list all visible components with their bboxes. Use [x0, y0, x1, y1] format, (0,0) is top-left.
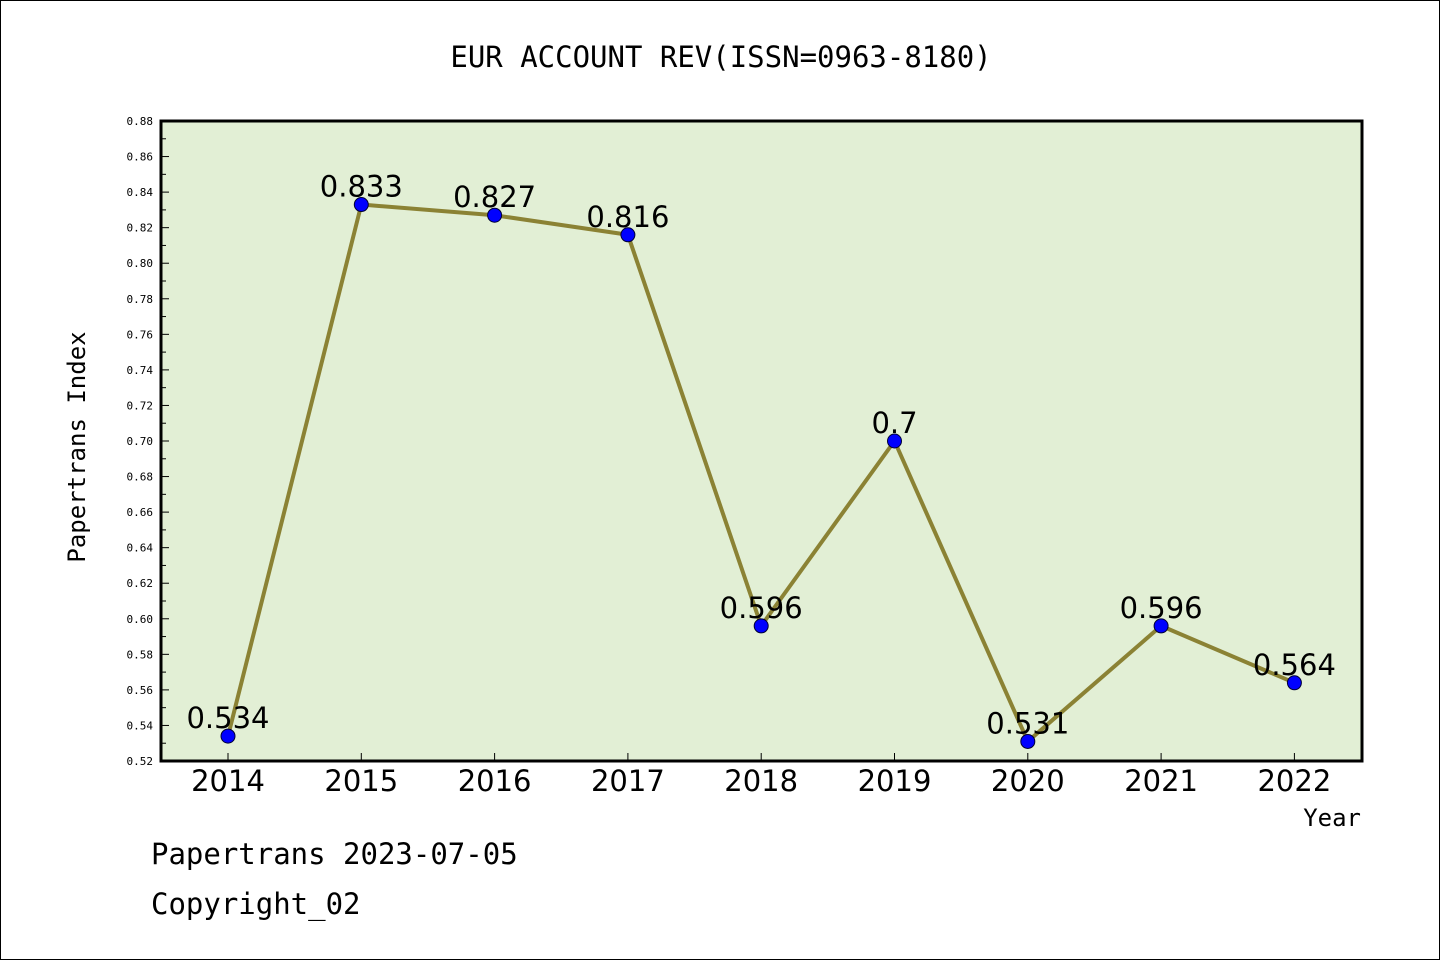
- y-tick-label: 0.84: [127, 186, 154, 199]
- y-tick-label: 0.72: [127, 399, 154, 412]
- data-label: 0.534: [186, 701, 269, 735]
- y-tick-label: 0.80: [127, 257, 154, 270]
- data-point: [887, 433, 902, 449]
- y-tick-label: 0.66: [127, 506, 154, 519]
- data-label: 0.596: [720, 591, 803, 625]
- data-label: 0.827: [453, 180, 536, 214]
- y-axis-title: Papertrans Index: [63, 331, 91, 562]
- data-label: 0.596: [1120, 591, 1203, 625]
- y-tick-label: 0.74: [127, 364, 154, 377]
- y-tick-label: 0.54: [127, 719, 154, 732]
- series-layer: [220, 197, 1302, 749]
- x-tick-label: 2014: [191, 764, 265, 798]
- x-axis: 2014 2015 2016 2017 2018 2019 2020 2021 2022: [191, 753, 1331, 798]
- x-tick-label: 2021: [1124, 764, 1198, 798]
- data-point: [1286, 675, 1302, 691]
- data-label-layer: 0.534 0.833 0.827 0.816 0.596 0.7 0.531 0.596 0.…: [186, 170, 1335, 741]
- y-tick-label: 0.82: [127, 222, 154, 235]
- y-tick-label: 0.76: [127, 328, 154, 341]
- copyright-text: Copyright_02: [151, 887, 361, 921]
- data-label: 0.816: [586, 200, 669, 234]
- y-tick-label: 0.60: [127, 613, 154, 626]
- data-label: 0.531: [986, 706, 1069, 740]
- source-date-text: Papertrans 2023-07-05: [151, 837, 518, 871]
- x-tick-label: 2020: [991, 764, 1065, 798]
- y-tick-label: 0.78: [127, 293, 154, 306]
- y-tick-label: 0.68: [127, 471, 154, 484]
- y-tick-label: 0.56: [127, 684, 154, 697]
- chart-title: EUR ACCOUNT REV(ISSN=0963-8180): [450, 40, 991, 74]
- x-tick-label: 2016: [458, 764, 532, 798]
- y-tick-label: 0.52: [127, 755, 154, 768]
- y-tick-label: 0.86: [127, 151, 154, 164]
- data-point: [620, 227, 636, 243]
- x-tick-label: 2015: [324, 764, 398, 798]
- y-tick-label: 0.88: [127, 115, 154, 128]
- data-label: 0.833: [320, 170, 403, 204]
- x-axis-title: Year: [1303, 804, 1361, 832]
- x-tick-label: 2022: [1257, 764, 1331, 798]
- x-tick-label: 2018: [724, 764, 798, 798]
- x-tick-label: 2017: [591, 764, 665, 798]
- x-tick-label: 2019: [858, 764, 932, 798]
- data-point: [1020, 733, 1036, 749]
- data-label: 0.7: [871, 406, 917, 440]
- data-label: 0.564: [1253, 648, 1336, 682]
- data-point: [487, 207, 503, 223]
- y-tick-label: 0.70: [127, 435, 154, 448]
- y-axis: 0.52 0.54 0.56 0.58 0.60 0.62 0.64 0.66 0.68 0.70…: [127, 115, 169, 768]
- data-point: [1153, 618, 1169, 634]
- data-point: [753, 618, 769, 634]
- data-point: [220, 728, 236, 744]
- y-tick-label: 0.58: [127, 648, 154, 661]
- data-point: [353, 197, 369, 213]
- y-tick-label: 0.62: [127, 577, 154, 590]
- plot-area: [159, 119, 1364, 763]
- y-tick-label: 0.64: [127, 542, 154, 555]
